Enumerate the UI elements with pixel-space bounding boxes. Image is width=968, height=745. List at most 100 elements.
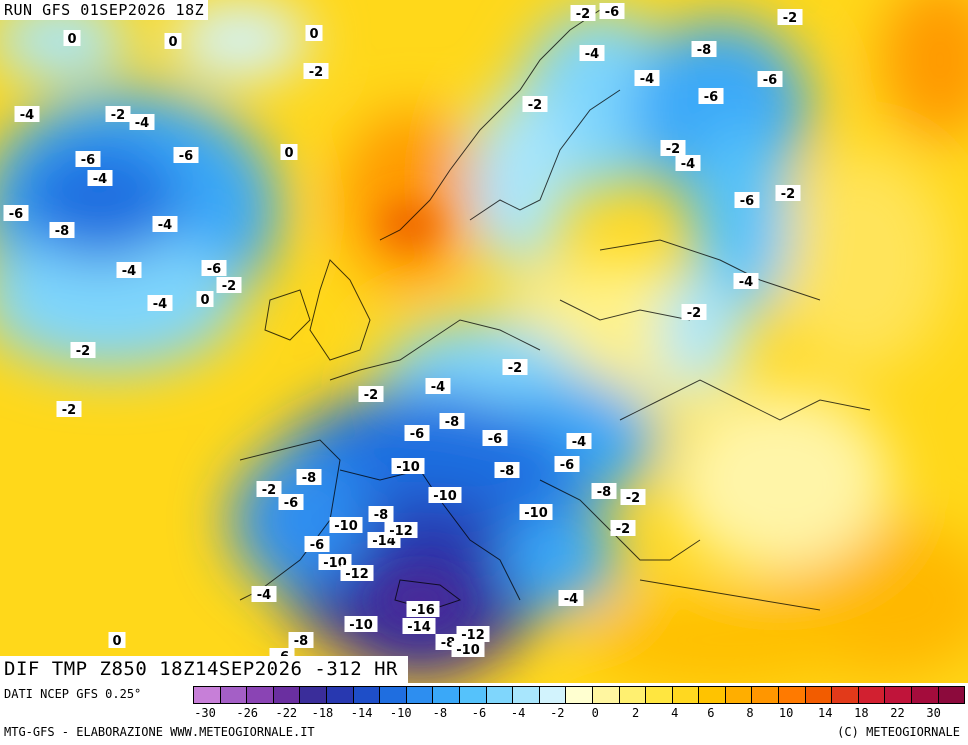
contour-label-bg <box>216 277 242 293</box>
contour-label: 0 <box>112 634 121 649</box>
legend-swatch <box>194 687 221 703</box>
contour-label-bg <box>591 483 617 499</box>
contour-label-bg <box>519 504 553 520</box>
contour-label-bg <box>681 304 707 320</box>
legend-tick-label: 8 <box>746 706 754 720</box>
contour-label-bg <box>340 565 374 581</box>
contour-label-bg <box>368 506 394 522</box>
legend-swatch <box>938 687 965 703</box>
contour-label-bg <box>733 273 759 289</box>
legend-swatch <box>646 687 673 703</box>
contour-label: -8 <box>500 464 514 479</box>
legend-swatch <box>220 687 248 703</box>
contour-label-bg <box>256 481 282 497</box>
contour-label: -4 <box>153 297 167 312</box>
legend-swatch <box>779 687 806 703</box>
contour-label-bg <box>201 260 227 276</box>
legend-swatch <box>566 687 593 703</box>
contour-label-bg <box>451 641 485 657</box>
contour-label: -4 <box>681 157 695 172</box>
contour-label: -10 <box>456 643 480 658</box>
contour-label: -8 <box>302 471 316 486</box>
legend-swatch <box>273 687 301 703</box>
legend-swatch <box>406 687 434 703</box>
contour-label: -10 <box>349 618 373 633</box>
contour-label: -8 <box>697 43 711 58</box>
contour-label-bg <box>425 378 451 394</box>
contour-label: 0 <box>200 293 209 308</box>
legend-swatch <box>486 687 514 703</box>
contour-label: -2 <box>222 279 236 294</box>
product-title: DIF TMP Z850 18Z14SEP2026 -312 HR <box>0 656 408 683</box>
contour-label: 0 <box>284 146 293 161</box>
contour-label-bg <box>566 433 592 449</box>
legend-tick-label: -6 <box>471 706 487 720</box>
contour-label-bg <box>147 295 173 311</box>
contour-label-bg <box>108 632 126 648</box>
contour-label: -4 <box>135 116 149 131</box>
contour-label: -6 <box>704 90 718 105</box>
legend-tick-label: -22 <box>275 706 298 720</box>
contour-label-bg <box>14 106 40 122</box>
contour-label: -6 <box>284 496 298 511</box>
contour-label: -4 <box>585 47 599 62</box>
contour-label: -2 <box>62 403 76 418</box>
contour-label: -6 <box>740 194 754 209</box>
legend-swatch <box>433 687 460 703</box>
legend-tick-label: 18 <box>854 706 869 720</box>
credit-label: MTG-GFS - ELABORAZIONE WWW.METEOGIORNALE… <box>4 725 315 739</box>
contour-label-bg <box>116 262 142 278</box>
contour-label: -6 <box>488 432 502 447</box>
legend-tick-label: -14 <box>350 706 373 720</box>
legend-tick-label: -30 <box>194 706 216 720</box>
legend-tick-label: -18 <box>311 706 334 720</box>
contour-label-bg <box>196 291 214 307</box>
contour-label: -2 <box>262 483 276 498</box>
legend-tick-label: -4 <box>510 706 526 720</box>
contour-label-bg <box>70 342 96 358</box>
contour-label-bg <box>358 386 384 402</box>
legend-tick-label: 0 <box>591 706 599 720</box>
contour-label: -10 <box>524 506 548 521</box>
legend-swatch <box>725 687 753 703</box>
contour-label: -16 <box>411 603 435 618</box>
contour-label-bg <box>502 359 528 375</box>
contour-labels: -2 -6 -20 00-2-4 -8-4-6-6-4-2-4-20-6-6-2-4-4… <box>3 3 803 665</box>
contour-label: -2 <box>783 11 797 26</box>
contour-label: -8 <box>55 224 69 239</box>
contour-label-bg <box>439 413 465 429</box>
contour-label: -6 <box>410 427 424 442</box>
contour-label-bg <box>775 185 801 201</box>
contour-label: -2 <box>111 108 125 123</box>
contour-label: -6 <box>207 262 221 277</box>
contour-label: -4 <box>431 380 445 395</box>
legend-swatch <box>805 687 833 703</box>
contour-label-bg <box>558 590 584 606</box>
contour-label-bg <box>288 632 314 648</box>
contour-label: -8 <box>294 634 308 649</box>
legend-swatch <box>326 687 354 703</box>
copyright-label: (C) METEOGIORNALE <box>837 725 960 739</box>
contour-label-bg <box>757 71 783 87</box>
contour-label-bg <box>522 96 548 112</box>
contour-label: -4 <box>122 264 136 279</box>
contour-label: -2 <box>528 98 542 113</box>
legend-swatch <box>513 687 540 703</box>
contour-label-bg <box>75 151 101 167</box>
contour-label-bg <box>579 45 605 61</box>
contour-label: -6 <box>179 149 193 164</box>
contour-label-bg <box>620 489 646 505</box>
contour-label: -8 <box>445 415 459 430</box>
legend-swatch <box>247 687 274 703</box>
contour-label: 0 <box>67 32 76 47</box>
contour-label: -6 <box>763 73 777 88</box>
contour-label-bg <box>456 626 490 642</box>
legend-tick-label: 10 <box>778 706 794 720</box>
contour-label: -6 <box>560 458 574 473</box>
contour-label-bg <box>296 469 322 485</box>
contour-label: -8 <box>597 485 611 500</box>
contour-label: -6 <box>605 5 619 20</box>
contour-label: -6 <box>81 153 95 168</box>
contour-label: -4 <box>93 172 107 187</box>
contour-label-bg <box>278 494 304 510</box>
